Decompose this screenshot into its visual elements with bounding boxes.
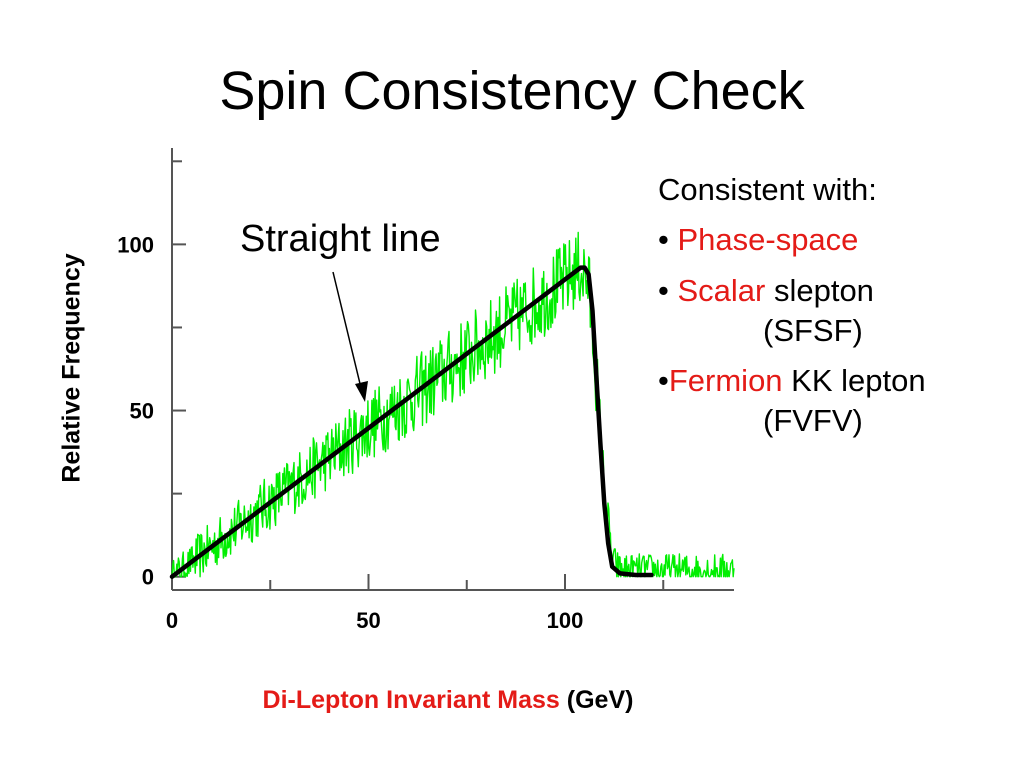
- note-sub-fvfv: (FVFV): [763, 403, 863, 439]
- note-item-scalar: • Scalar slepton: [658, 271, 926, 311]
- consistency-notes: Consistent with: • Phase-space • Scalar …: [658, 170, 926, 442]
- fit-line-series: [169, 265, 654, 579]
- x-axis-label-quantity: Di-Lepton Invariant Mass: [262, 686, 560, 714]
- bullet: •: [658, 363, 669, 399]
- y-tick-label: 100: [117, 232, 154, 257]
- note-highlight: Fermion: [668, 363, 783, 399]
- annotation-arrow-head: [355, 381, 368, 402]
- y-tick-label: 0: [142, 565, 154, 590]
- bullet: •: [658, 272, 678, 308]
- note-highlight: Phase-space: [677, 222, 859, 258]
- x-tick-label: 0: [166, 608, 178, 633]
- x-tick-label: 50: [356, 608, 380, 633]
- annotation-arrow-shaft: [332, 271, 363, 393]
- y-tick-label: 50: [130, 399, 154, 424]
- x-axis-label-unit: (GeV): [559, 686, 634, 714]
- notes-heading: Consistent with:: [658, 172, 877, 207]
- x-tick-label: 100: [547, 608, 584, 633]
- slide-title: Spin Consistency Check: [219, 61, 805, 121]
- plot-area: 0 50 100 0 50 100: [117, 148, 735, 633]
- note-sub-sfsf: (SFSF): [763, 312, 863, 348]
- straight-line-annotation: Straight line: [240, 218, 441, 260]
- y-axis-label: Relative Frequency: [57, 253, 86, 483]
- histogram-series: [171, 231, 735, 578]
- note-item-phase-space: • Phase-space: [658, 220, 926, 260]
- note-item-fermion: •Fermion KK lepton: [658, 361, 926, 401]
- bullet: •: [658, 222, 678, 258]
- note-highlight: Scalar: [677, 272, 766, 308]
- note-text: slepton: [765, 272, 874, 308]
- x-axis-label: Di-Lepton Invariant Mass (GeV): [263, 686, 634, 715]
- note-text: KK lepton: [782, 363, 926, 399]
